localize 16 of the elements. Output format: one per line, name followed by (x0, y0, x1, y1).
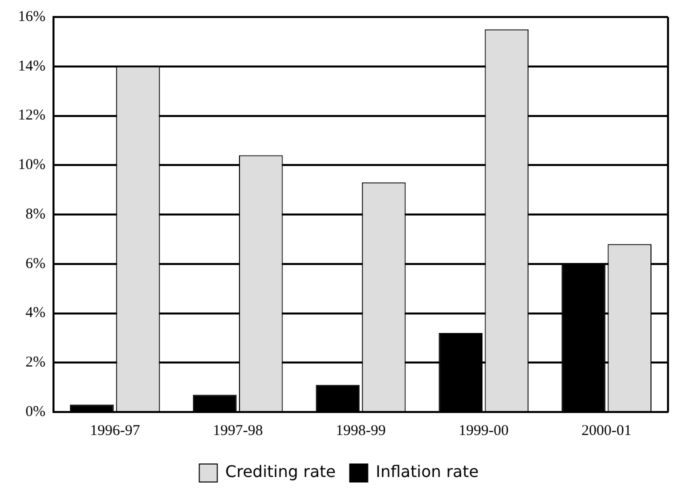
x-tick-label: 1998-99 (336, 422, 386, 439)
x-tick-label: 1996-97 (90, 422, 140, 439)
x-tick-label: 2000-01 (582, 422, 632, 439)
legend-label: Inflation rate (376, 462, 479, 482)
x-tick-label: 1997-98 (212, 422, 263, 439)
y-tick-label: 2% (25, 354, 46, 371)
y-tick-label: 12% (18, 108, 46, 124)
y-tick-label: 14% (18, 58, 46, 74)
y-tick-label: 6% (25, 256, 46, 272)
x-tick-label: 1999-00 (458, 422, 509, 439)
y-tick-label: 4% (25, 305, 46, 322)
y-tick-label: 8% (25, 206, 46, 222)
y-tick-label: 16% (18, 8, 46, 25)
y-tick-label: 10% (18, 157, 46, 174)
y-tick-label: 0% (25, 404, 46, 420)
legend-label: Crediting rate (225, 462, 336, 482)
